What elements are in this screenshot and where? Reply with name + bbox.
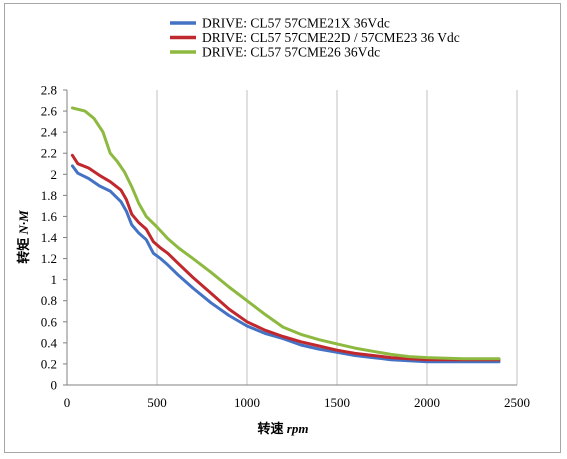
y-tick-label: 2.2 bbox=[41, 146, 57, 161]
chart-frame bbox=[4, 3, 561, 453]
x-tick-label: 1000 bbox=[234, 395, 260, 410]
legend-entry: DRIVE: CL57 57CME26 36Vdc bbox=[202, 45, 380, 60]
y-tick-label: 1.4 bbox=[41, 230, 58, 245]
y-tick-label: 0.6 bbox=[41, 314, 58, 329]
legend-entry: DRIVE: CL57 57CME21X 36Vdc bbox=[202, 16, 390, 31]
x-tick-label: 0 bbox=[64, 395, 71, 410]
y-tick-label: 2.4 bbox=[41, 125, 58, 140]
x-tick-label: 500 bbox=[147, 395, 167, 410]
y-tick-label: 1.8 bbox=[41, 188, 57, 203]
y-tick-label: 0.2 bbox=[41, 356, 57, 371]
x-tick-label: 2500 bbox=[504, 395, 530, 410]
x-axis-title: 转速 rpm bbox=[258, 421, 309, 436]
y-axis-title: 转矩 N·M bbox=[16, 210, 31, 264]
x-tick-labels: 0 500 1000 1500 2000 2500 bbox=[64, 395, 530, 410]
y-tick-label: 1.2 bbox=[41, 251, 57, 266]
y-tick-label: 1 bbox=[51, 272, 58, 287]
y-tick-label: 0.4 bbox=[41, 335, 58, 350]
gridlines bbox=[156, 90, 518, 385]
y-tick-label: 2.6 bbox=[41, 104, 58, 119]
y-axis-title-unit: N·M bbox=[16, 210, 31, 236]
series-line-3 bbox=[70, 106, 501, 361]
y-tick-label: 0 bbox=[51, 378, 58, 393]
axes bbox=[63, 89, 517, 386]
y-tick-label: 2.8 bbox=[41, 83, 57, 98]
series-lines bbox=[70, 106, 501, 364]
series-line-1 bbox=[70, 164, 501, 364]
y-tick-label: 1.6 bbox=[41, 209, 58, 224]
y-tick-label: 2 bbox=[51, 167, 58, 182]
y-tick-labels: 0 0.2 0.4 0.6 0.8 1 1.2 1.4 1.6 1.8 2 2.2 2.4 2.6 2.8 bbox=[41, 83, 58, 393]
x-tick-label: 1500 bbox=[324, 395, 350, 410]
x-axis-title-main: 转速 bbox=[258, 421, 284, 436]
legend-entry: DRIVE: CL57 57CME22D / 57CME23 36 Vdc bbox=[202, 30, 460, 45]
x-tick-label: 2000 bbox=[414, 395, 440, 410]
x-axis-title-unit: rpm bbox=[287, 421, 309, 436]
y-axis-title-main: 转矩 bbox=[16, 238, 31, 264]
series-line-2 bbox=[70, 153, 501, 362]
y-tick-label: 0.8 bbox=[41, 293, 57, 308]
